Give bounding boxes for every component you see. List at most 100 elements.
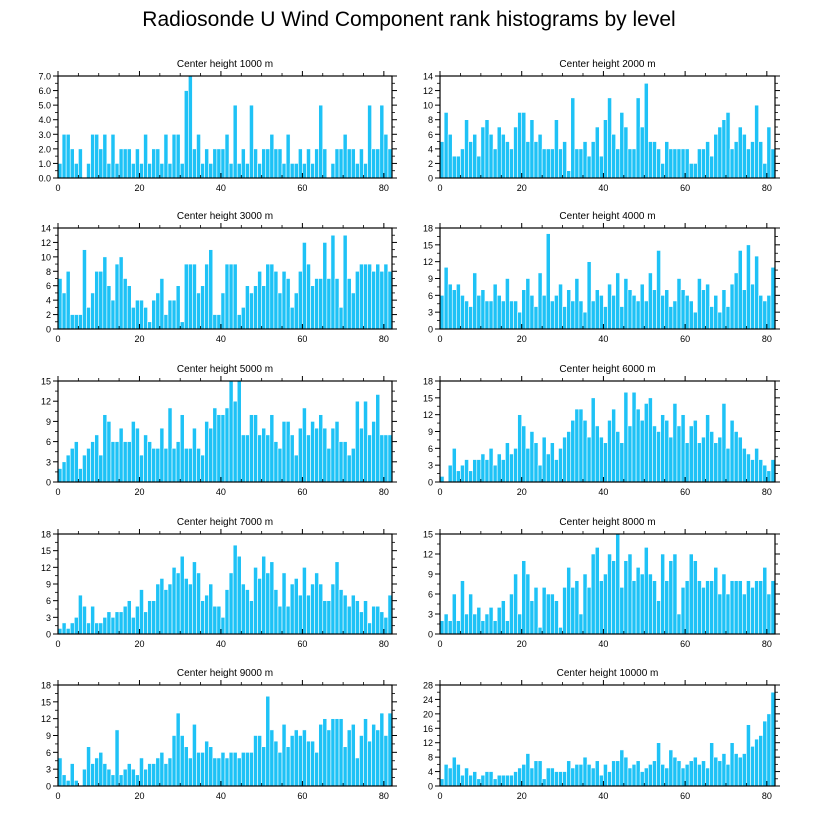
bar	[574, 148, 580, 179]
bar	[746, 580, 751, 635]
bar	[371, 270, 377, 330]
bar	[86, 307, 91, 330]
bar	[525, 753, 531, 787]
bar	[733, 580, 739, 635]
bar	[346, 278, 352, 330]
bar	[183, 90, 189, 179]
y-tick-label: 10	[41, 252, 51, 262]
bar	[359, 427, 364, 483]
bar	[367, 740, 372, 787]
bar	[122, 605, 128, 635]
bar	[379, 104, 385, 179]
bar	[746, 453, 751, 483]
bar	[456, 283, 461, 330]
bar	[615, 431, 621, 483]
bar	[183, 263, 189, 330]
bar	[680, 414, 686, 483]
bar	[554, 771, 559, 787]
bar	[147, 763, 152, 787]
bar	[607, 771, 612, 787]
bar	[298, 594, 303, 635]
bar	[672, 553, 678, 635]
y-tick-label: 6	[428, 291, 433, 301]
bar	[269, 133, 275, 179]
bar	[590, 397, 596, 483]
bar	[245, 752, 250, 787]
bar	[742, 133, 747, 179]
bar	[521, 289, 527, 330]
bar	[476, 459, 482, 483]
bar	[106, 611, 112, 635]
bar	[90, 763, 95, 787]
bar	[387, 270, 393, 330]
bar	[505, 620, 510, 635]
bar	[558, 771, 563, 787]
bar	[648, 573, 653, 635]
bar	[692, 756, 698, 787]
bar	[261, 148, 267, 179]
bar	[582, 756, 588, 787]
x-tick-label: 60	[297, 639, 307, 649]
bar	[660, 295, 665, 330]
bar	[196, 448, 201, 483]
bar	[192, 263, 197, 330]
bar	[537, 133, 543, 179]
bar	[635, 567, 641, 635]
bar	[549, 148, 555, 179]
bar	[69, 314, 75, 330]
bar	[439, 476, 445, 483]
bar	[750, 283, 755, 330]
y-tick-label: 8	[428, 115, 433, 125]
y-tick-label: 8	[428, 753, 433, 763]
y-tick-label: 3	[428, 610, 433, 620]
bar	[350, 448, 356, 483]
bar	[631, 391, 637, 483]
bar	[277, 605, 283, 635]
bar	[500, 300, 506, 330]
bar	[240, 307, 246, 330]
bar	[496, 607, 502, 635]
bar	[599, 155, 604, 179]
x-tick-label: 40	[598, 639, 608, 649]
bar	[590, 553, 596, 635]
bar	[94, 622, 100, 635]
bar	[688, 163, 694, 179]
bar	[122, 278, 128, 330]
bar	[159, 163, 165, 179]
bar	[220, 148, 226, 179]
bar	[439, 778, 445, 787]
bar	[106, 421, 112, 483]
bar	[525, 448, 531, 483]
bar	[350, 594, 356, 635]
bar	[126, 285, 132, 330]
bar	[623, 756, 629, 787]
bar	[334, 148, 340, 179]
bar	[236, 380, 242, 483]
bar	[355, 600, 360, 635]
bar	[220, 617, 226, 635]
bar	[713, 133, 719, 179]
y-tick-label: 12	[423, 257, 433, 267]
bar	[623, 278, 629, 330]
bar	[578, 408, 584, 483]
bar	[82, 605, 87, 635]
bar	[439, 141, 445, 179]
bar	[476, 155, 482, 179]
bar	[387, 712, 393, 787]
bar	[513, 573, 518, 635]
bar	[253, 567, 258, 635]
bar	[451, 448, 457, 483]
bar	[208, 746, 214, 787]
bar	[529, 600, 535, 635]
y-tick-label: 9	[46, 580, 51, 590]
bar	[216, 605, 222, 635]
bar	[143, 133, 148, 179]
bar	[517, 112, 523, 179]
bar	[90, 292, 95, 330]
bar	[359, 148, 364, 179]
bar	[558, 283, 563, 330]
bar	[318, 104, 324, 179]
bar	[480, 620, 486, 635]
y-tick-label: 14	[41, 224, 51, 234]
bar	[680, 587, 686, 635]
